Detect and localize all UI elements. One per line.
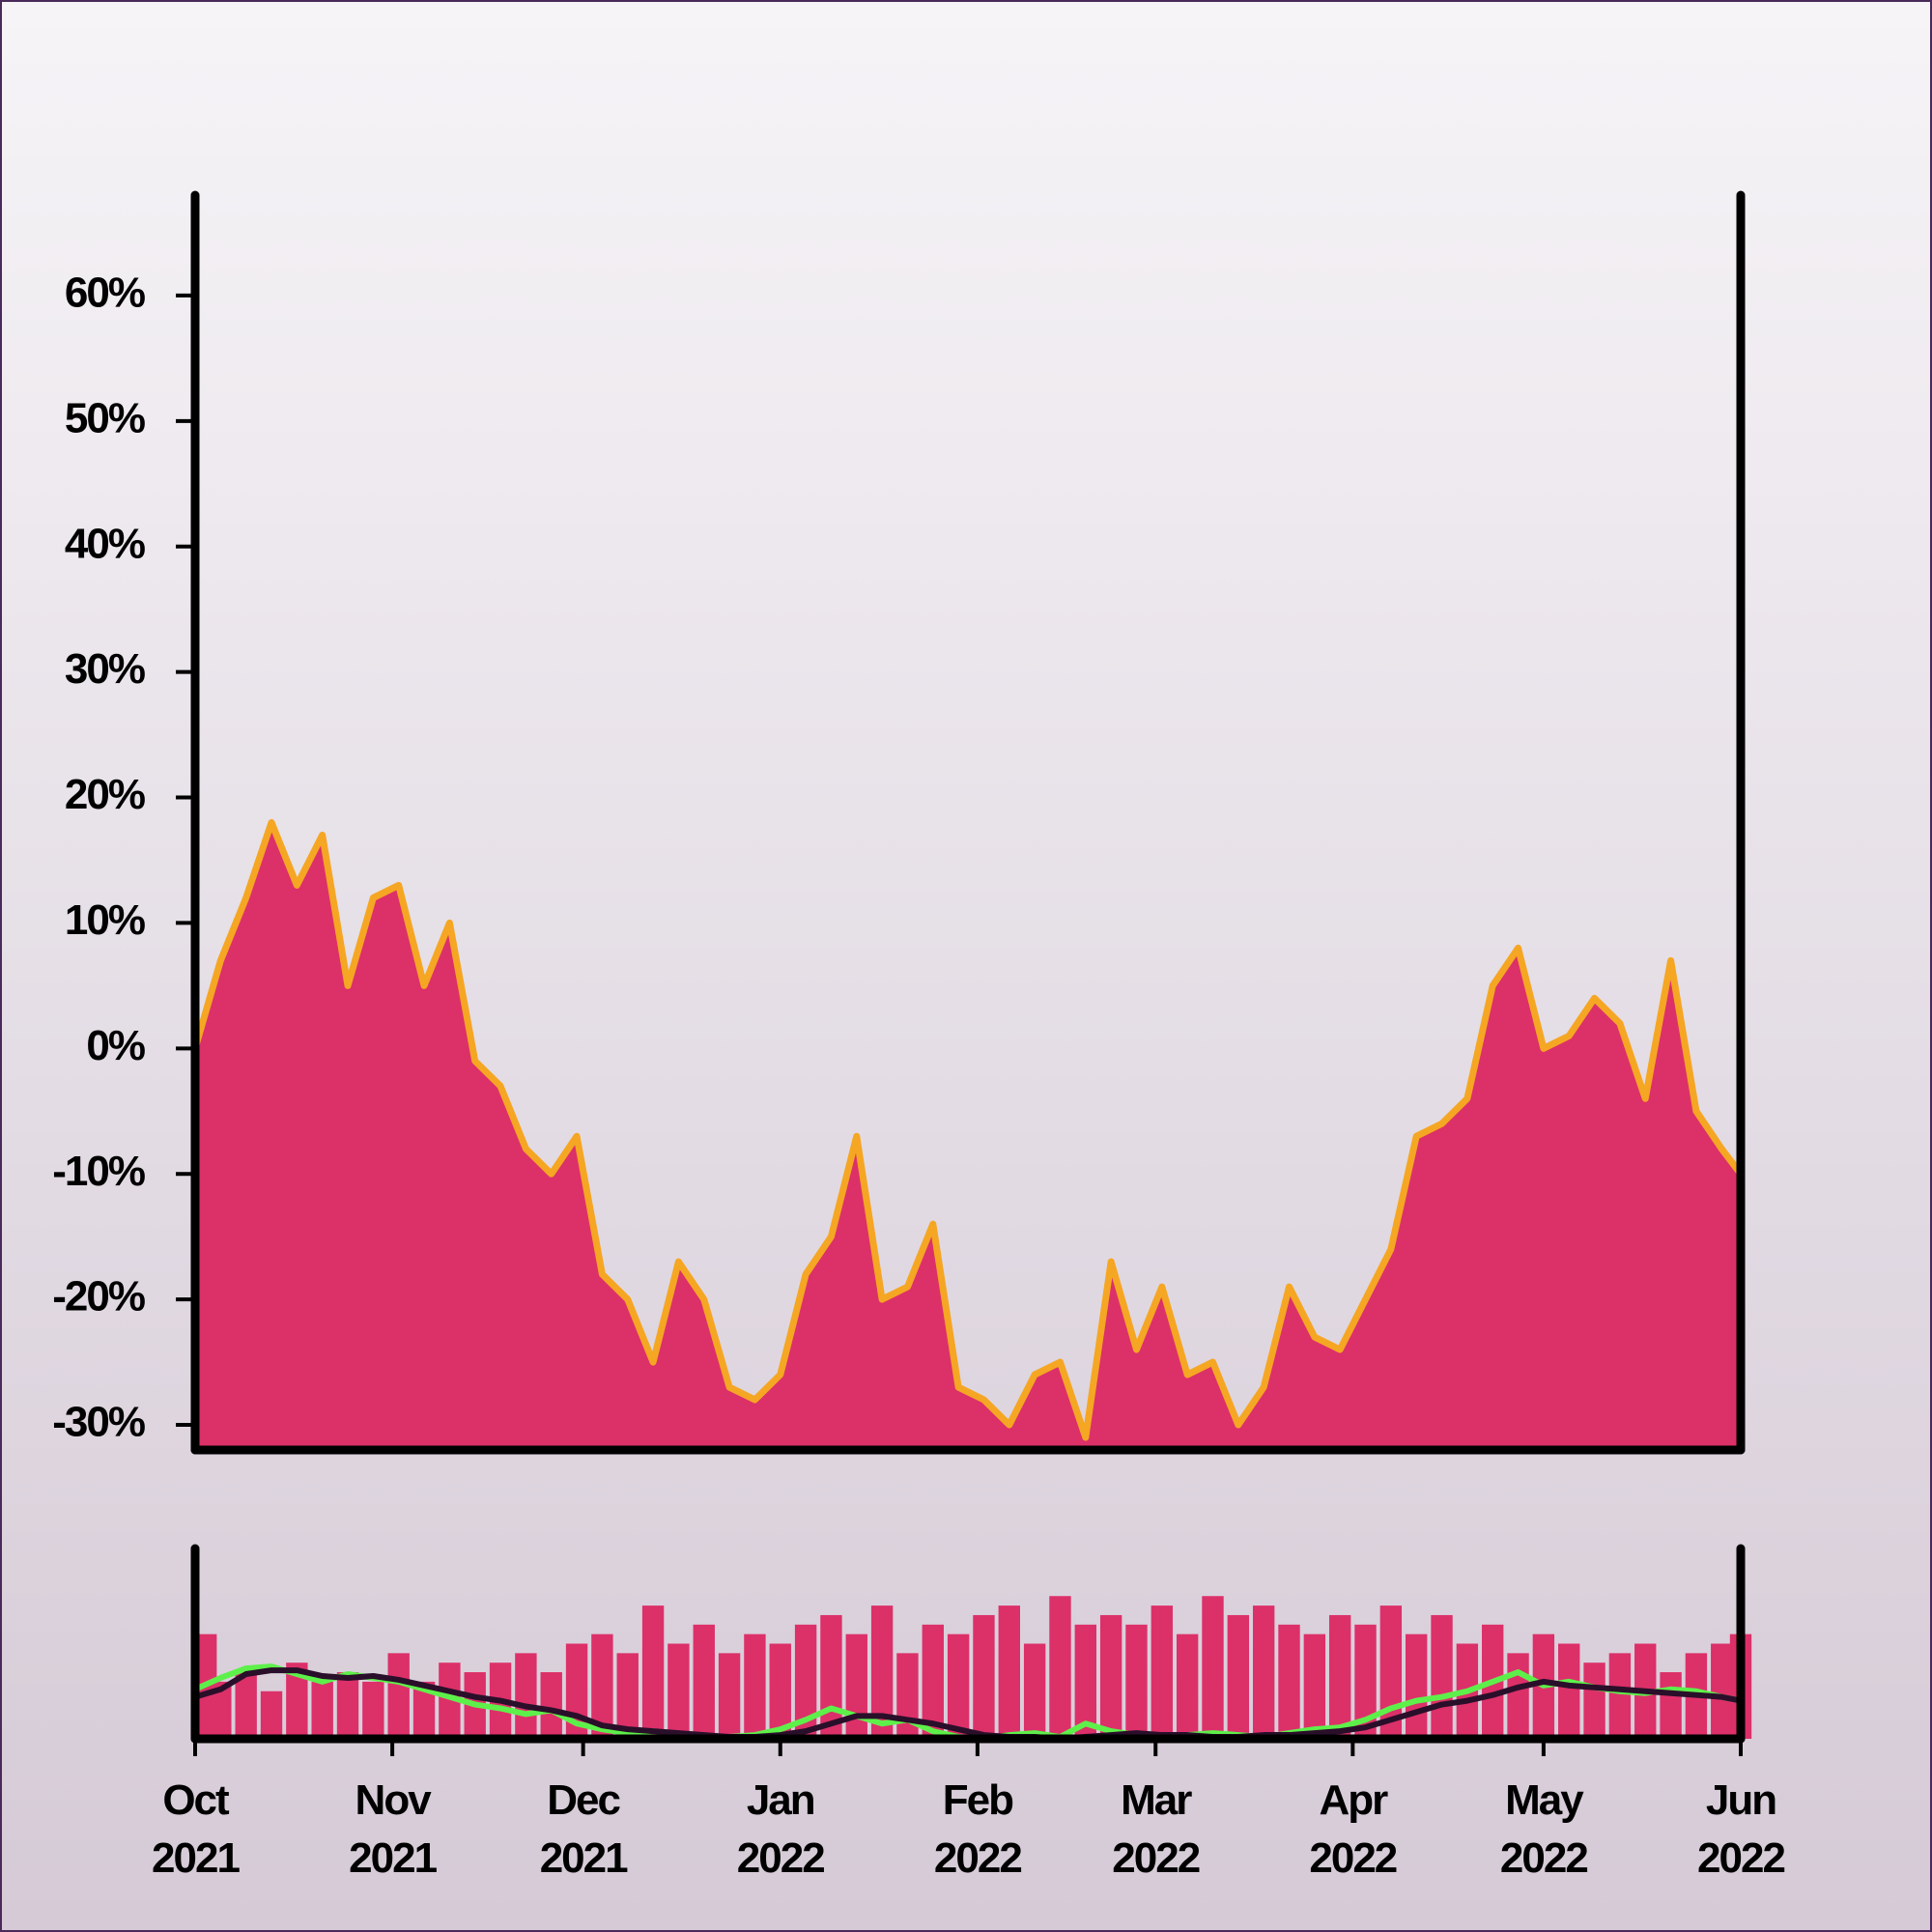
bar xyxy=(1151,1605,1174,1739)
area-line xyxy=(191,819,1744,1441)
bar xyxy=(1125,1624,1148,1739)
bar xyxy=(1252,1605,1275,1739)
bar xyxy=(1176,1634,1199,1739)
bar xyxy=(845,1634,867,1739)
y-tick-label: 0% xyxy=(86,1022,144,1069)
x-tick-label: May 2022 xyxy=(1499,1776,1589,1882)
bar xyxy=(336,1672,359,1739)
bar xyxy=(311,1681,333,1739)
bar xyxy=(998,1605,1020,1739)
x-tick-label: Jan 2022 xyxy=(736,1776,826,1882)
bar xyxy=(1303,1634,1326,1739)
bar xyxy=(210,1681,232,1739)
y-tick-label: -10% xyxy=(52,1148,145,1195)
bar xyxy=(1583,1662,1605,1739)
bar xyxy=(922,1624,944,1739)
bar xyxy=(235,1672,257,1739)
bar xyxy=(591,1634,613,1739)
bar xyxy=(1049,1596,1071,1739)
bar xyxy=(387,1653,410,1739)
x-tick-label: Apr 2022 xyxy=(1309,1776,1398,1882)
bar xyxy=(1507,1653,1529,1739)
bar xyxy=(1023,1643,1046,1739)
bar xyxy=(286,1662,308,1739)
x-tick-label: Nov 2021 xyxy=(349,1776,438,1882)
bar xyxy=(973,1614,995,1739)
x-tick-label: Oct 2021 xyxy=(152,1776,241,1882)
bar xyxy=(794,1624,817,1739)
y-tick-label: 30% xyxy=(65,645,145,693)
y-tick-label: 10% xyxy=(65,896,145,944)
bar xyxy=(515,1653,537,1739)
bar xyxy=(540,1672,562,1739)
bar xyxy=(1099,1614,1122,1739)
bar xyxy=(260,1690,283,1739)
y-tick-label: 40% xyxy=(65,520,145,567)
bar xyxy=(616,1653,639,1739)
y-tick-label: -30% xyxy=(52,1399,145,1446)
bar xyxy=(668,1643,690,1739)
bar xyxy=(1074,1624,1097,1739)
bar xyxy=(1328,1614,1351,1739)
line xyxy=(192,1667,1744,1742)
bar xyxy=(1660,1672,1682,1739)
bar xyxy=(1608,1653,1632,1739)
x-tick-label: Mar 2022 xyxy=(1112,1776,1201,1882)
bar xyxy=(1431,1614,1453,1739)
bar xyxy=(641,1605,665,1739)
bar xyxy=(1278,1624,1300,1739)
bar xyxy=(769,1643,791,1739)
y-tick-label: 50% xyxy=(65,394,145,441)
area xyxy=(195,822,1741,1450)
bar xyxy=(1354,1624,1377,1739)
x-tick-label: Dec 2021 xyxy=(539,1776,629,1882)
bar xyxy=(744,1634,766,1739)
y-tick-label: -20% xyxy=(52,1273,145,1321)
y-tick-label: 20% xyxy=(65,771,145,818)
bar xyxy=(412,1681,436,1739)
bar xyxy=(1202,1596,1224,1739)
x-tick-label: Feb 2022 xyxy=(933,1776,1023,1882)
bar xyxy=(947,1634,970,1739)
y-tick-label: 60% xyxy=(65,270,145,317)
bar xyxy=(1558,1643,1580,1739)
bar xyxy=(693,1624,715,1739)
bar xyxy=(870,1605,894,1739)
bar xyxy=(1406,1634,1428,1739)
x-tick-label: Jun 2022 xyxy=(1697,1776,1786,1882)
bar xyxy=(1711,1643,1733,1739)
bar xyxy=(1227,1614,1250,1739)
bar xyxy=(718,1653,741,1739)
bar xyxy=(439,1662,461,1739)
bar xyxy=(362,1681,384,1739)
